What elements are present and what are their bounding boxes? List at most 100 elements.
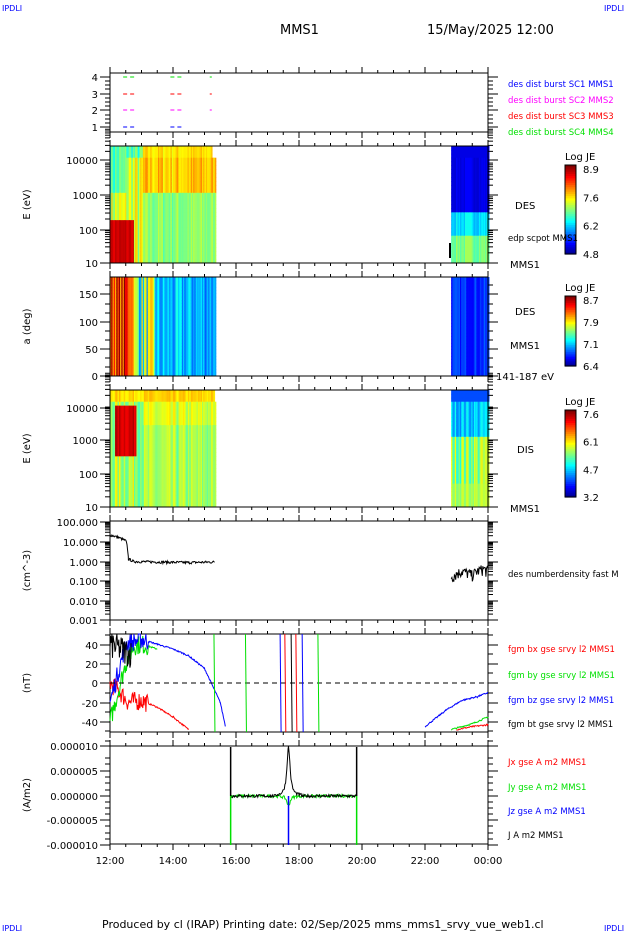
spectrogram-cell — [127, 296, 130, 301]
spectrogram-cell — [144, 283, 146, 288]
spectrogram-cell — [160, 333, 163, 337]
spectrogram-cell — [155, 165, 158, 170]
spectrogram-cell — [138, 157, 141, 163]
spectrogram-cell — [155, 362, 158, 367]
spectrogram-cell — [462, 181, 465, 186]
spectrogram-cell — [137, 349, 140, 354]
spectrogram-cell — [482, 243, 485, 248]
spectrogram-cell — [462, 161, 465, 166]
spectrogram-cell — [133, 208, 136, 213]
spectrogram-cell — [154, 208, 156, 213]
spectrogram-cell — [210, 255, 213, 260]
spectrogram-cell — [122, 149, 125, 155]
spectrogram-cell — [214, 200, 217, 205]
spectrogram-cell — [120, 369, 122, 374]
spectrogram-cell — [452, 208, 455, 213]
spectrogram-cell — [140, 204, 142, 209]
spectrogram-cell — [147, 239, 150, 244]
spectrogram-cell — [121, 181, 124, 186]
spectrogram-cell — [133, 188, 136, 194]
spectrogram-cell — [458, 153, 461, 159]
spectrogram-cell — [147, 243, 150, 248]
spectrogram-cell — [141, 339, 144, 344]
spectrogram-cell — [111, 366, 114, 370]
spectrogram-cell — [454, 216, 457, 221]
spectrogram-cell — [140, 300, 142, 304]
spectrogram-cell — [132, 212, 135, 217]
spectrogram-cell — [132, 153, 135, 159]
spectrogram-cell — [210, 251, 213, 256]
spectrogram-cell — [465, 146, 467, 151]
spectrogram-cell — [159, 157, 161, 163]
spectrogram-cell — [141, 216, 144, 221]
spectrogram-cell — [118, 181, 121, 186]
spectrogram-cell — [157, 326, 160, 331]
spectrogram-cell — [459, 185, 462, 190]
spectrogram-cell — [174, 243, 177, 248]
spectrogram-cell — [125, 157, 127, 163]
spectrogram-cell — [115, 316, 117, 321]
spectrogram-cell — [111, 224, 114, 229]
spectrogram-cell — [111, 293, 114, 298]
spectrogram-cell — [184, 251, 187, 256]
spectrogram-cell — [120, 177, 122, 182]
spectrogram-cell — [151, 161, 154, 166]
spectrogram-cell — [118, 231, 121, 237]
spectrogram-cell — [125, 349, 127, 354]
spectrogram-cell — [136, 296, 139, 301]
spectrogram-cell — [210, 216, 213, 221]
spectrogram-cell — [147, 173, 150, 178]
spectrogram-cell — [175, 146, 178, 151]
spectrogram-cell — [176, 157, 179, 163]
spectrogram-cell — [113, 346, 116, 351]
spectrogram-cell — [164, 224, 166, 229]
spectrogram-cell — [459, 243, 462, 248]
spectrogram-cell — [212, 196, 214, 202]
spectrogram-cell — [147, 165, 150, 170]
spectrogram-cell — [128, 300, 131, 304]
spectrogram-cell — [453, 235, 456, 241]
spectrogram-cell — [125, 255, 127, 260]
spectrogram-cell — [207, 212, 209, 217]
spectrogram-cell — [138, 280, 141, 285]
spectrogram-cell — [130, 346, 132, 351]
des-energy-colorbar-swatch — [565, 189, 576, 193]
spectrogram-cell — [171, 188, 174, 194]
spectrogram-cell — [162, 185, 165, 190]
spectrogram-cell — [178, 185, 180, 190]
spectrogram-cell — [123, 300, 126, 304]
spectrogram-cell — [144, 300, 146, 304]
spectrogram-cell — [147, 185, 150, 190]
spectrogram-cell — [190, 161, 193, 166]
spectrogram-cell — [122, 372, 125, 377]
spectrogram-cell — [200, 259, 203, 264]
spectrogram-cell — [110, 329, 112, 334]
spectrogram-cell — [462, 251, 465, 256]
spectrogram-cell — [209, 227, 212, 233]
spectrogram-cell — [178, 235, 180, 241]
spectrogram-cell — [210, 212, 213, 217]
spectrogram-cell — [135, 329, 137, 334]
spectrogram-cell — [188, 188, 190, 194]
spectrogram-cell — [467, 243, 470, 248]
spectrogram-cell — [473, 235, 476, 241]
spectrogram-cell — [121, 323, 124, 327]
spectrogram-cell — [120, 280, 122, 285]
spectrogram-cell — [123, 196, 126, 202]
spectrogram-cell — [116, 185, 119, 190]
spectrogram-cell — [482, 192, 485, 198]
spectrogram-cell — [170, 227, 173, 233]
spectrogram-cell — [208, 231, 211, 237]
spectrogram-cell — [133, 185, 136, 190]
spectrogram-cell — [118, 251, 121, 256]
spectrogram-cell — [170, 247, 173, 252]
spectrogram-cell — [155, 208, 158, 213]
spectrogram-cell — [485, 146, 487, 151]
spectrogram-cell — [142, 369, 145, 374]
spectrogram-cell — [207, 204, 209, 209]
spectrogram-cell — [190, 224, 193, 229]
spectrogram-cell — [207, 251, 209, 256]
spectrogram-cell — [201, 173, 204, 178]
spectrogram-cell — [170, 231, 173, 237]
spectrogram-cell — [131, 352, 134, 357]
